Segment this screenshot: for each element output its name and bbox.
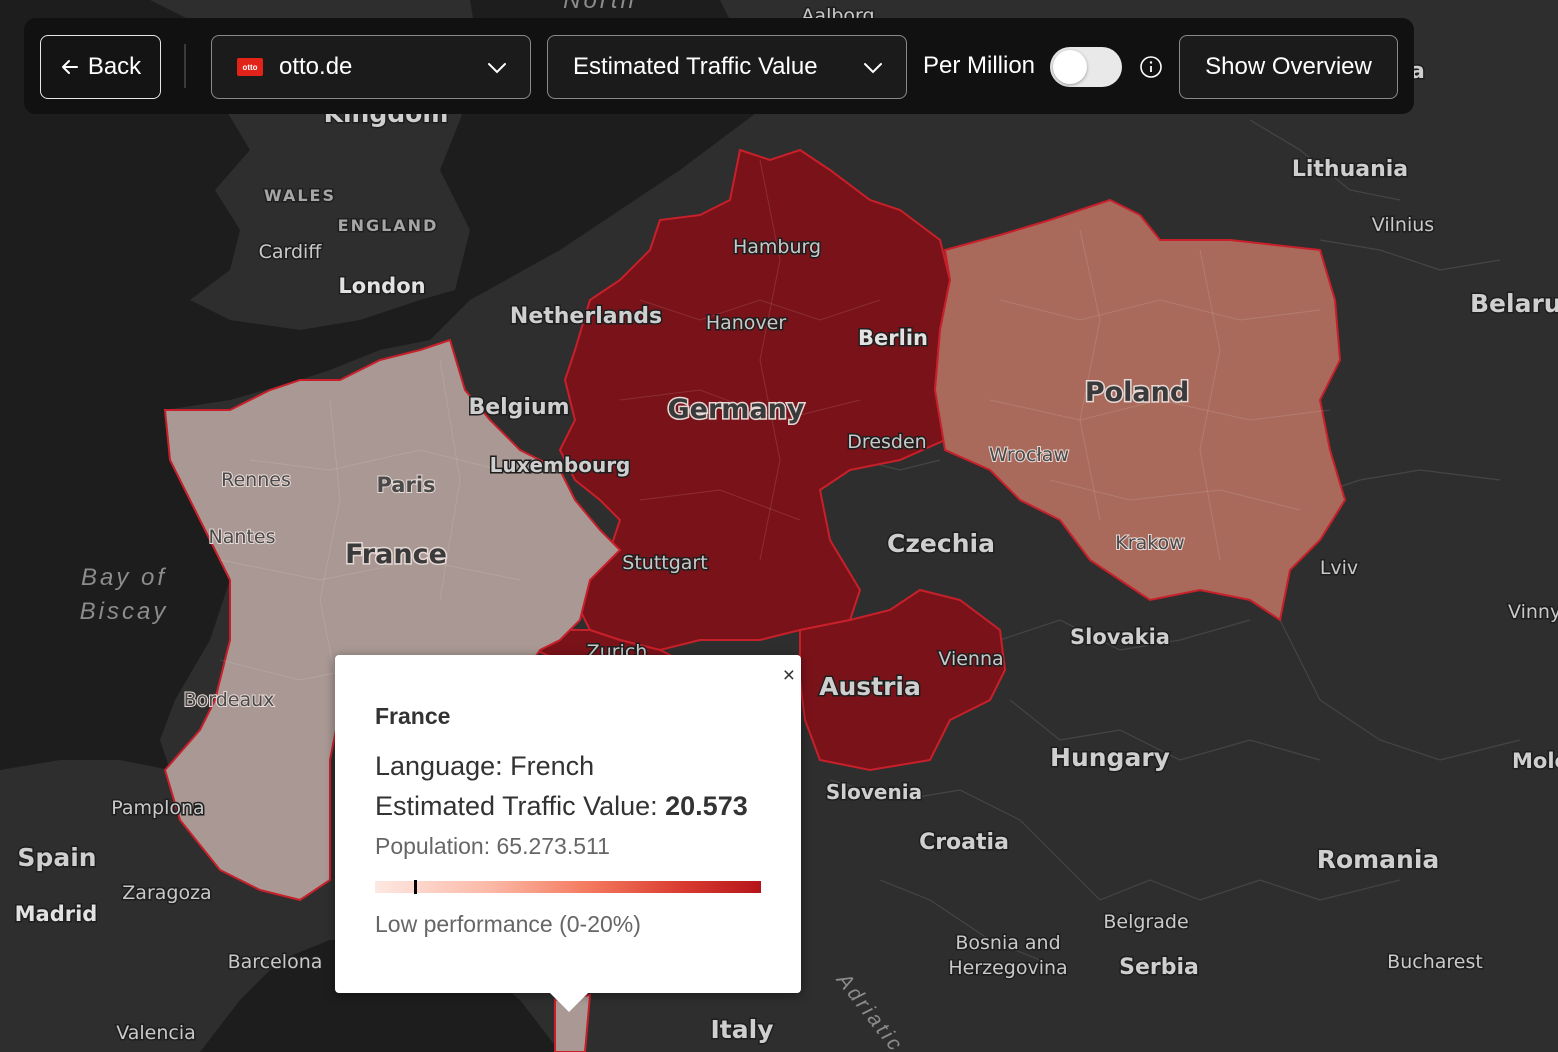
label-romania: Romania (1317, 845, 1440, 874)
country-popup: × France Language: French Estimated Traf… (335, 655, 801, 1012)
metric-name: Estimated Traffic Value (573, 53, 818, 80)
back-label: Back (87, 53, 142, 80)
performance-marker (413, 880, 417, 894)
label-madrid: Madrid (15, 902, 98, 926)
label-bosnia-1: Bosnia and (955, 932, 1060, 954)
label-czechia: Czechia (887, 529, 995, 558)
label-cardiff: Cardiff (259, 241, 323, 263)
show-overview-button[interactable]: Show Overview (1179, 35, 1398, 99)
label-bucharest: Bucharest (1387, 951, 1483, 973)
popup-traffic-value: Estimated Traffic Value: 20.573 (375, 791, 748, 822)
toolbar: Back otto otto.de Estimated Traffic Valu… (24, 18, 1414, 114)
label-belgium: Belgium (468, 395, 569, 420)
label-wroclaw: Wrocław (989, 444, 1069, 466)
label-belgrade: Belgrade (1103, 911, 1188, 933)
close-icon[interactable]: × (782, 664, 795, 687)
site-select[interactable]: otto otto.de (211, 35, 531, 99)
show-overview-label: Show Overview (1205, 53, 1372, 80)
per-million-label: Per Million (923, 52, 1036, 79)
popup-value-label: Estimated Traffic Value: (375, 791, 666, 821)
label-barcelona: Barcelona (228, 951, 323, 973)
label-bay-of: Bay of (81, 564, 167, 591)
label-london: London (338, 274, 425, 298)
label-england: ENGLAND (338, 216, 439, 235)
label-bosnia-2: Herzegovina (948, 957, 1067, 979)
label-bordeaux: Bordeaux (184, 689, 275, 711)
label-slovenia: Slovenia (826, 780, 922, 804)
popup-title: France (375, 703, 451, 729)
label-luxembourg: Luxembourg (490, 453, 631, 477)
label-spain: Spain (17, 843, 96, 872)
chevron-down-icon (488, 63, 506, 74)
label-serbia: Serbia (1119, 955, 1199, 980)
per-million-toggle[interactable] (1050, 47, 1122, 87)
label-krakow: Krakow (1115, 532, 1184, 554)
label-wales: WALES (264, 186, 336, 205)
label-moldova: Molc (1512, 749, 1558, 773)
label-paris: Paris (376, 473, 435, 497)
label-nantes: Nantes (209, 526, 276, 548)
popup-value-number: 20.573 (665, 791, 748, 821)
label-zaragoza: Zaragoza (122, 882, 211, 904)
label-stuttgart: Stuttgart (622, 552, 707, 574)
label-lviv: Lviv (1320, 557, 1358, 579)
label-pamplona: Pamplona (111, 797, 204, 819)
label-biscay: Biscay (80, 598, 169, 625)
label-belarus: Belaru (1470, 289, 1558, 318)
popup-population: Population: 65.273.511 (375, 833, 610, 859)
info-icon[interactable] (1139, 55, 1163, 79)
arrow-left-icon (61, 60, 78, 74)
label-hamburg: Hamburg (733, 236, 821, 258)
label-lithuania: Lithuania (1292, 157, 1408, 182)
region-austria[interactable] (799, 588, 1007, 772)
label-germany: Germany (668, 394, 805, 425)
label-vienna: Vienna (938, 648, 1003, 670)
map-labels: Germany France Poland Czechia Austria Sl… (13, 0, 1558, 1052)
popup-pointer (550, 993, 588, 1012)
label-dresden: Dresden (847, 431, 926, 453)
label-netherlands: Netherlands (510, 304, 662, 329)
performance-scale (375, 880, 761, 894)
otto-logo-icon: otto (237, 58, 263, 76)
site-name: otto.de (279, 53, 353, 80)
label-slovakia: Slovakia (1070, 625, 1170, 649)
label-north-sea: North (563, 0, 637, 14)
label-vilnius: Vilnius (1372, 214, 1434, 236)
toolbar-divider (184, 44, 186, 88)
region-poland[interactable] (933, 198, 1347, 622)
label-italy: Italy (711, 1015, 774, 1044)
label-france: France (345, 539, 447, 570)
label-croatia: Croatia (919, 830, 1009, 855)
label-berlin: Berlin (858, 326, 928, 350)
label-rennes: Rennes (221, 469, 291, 491)
label-hungary: Hungary (1050, 743, 1170, 772)
popup-performance: Low performance (0-20%) (375, 911, 641, 937)
chevron-down-icon (864, 63, 882, 74)
region-germany[interactable] (558, 148, 952, 652)
state-borders (219, 159, 1331, 701)
back-button[interactable]: Back (40, 35, 161, 99)
label-valencia: Valencia (116, 1022, 196, 1044)
toggle-knob (1053, 50, 1087, 84)
label-hanover: Hanover (706, 312, 787, 334)
label-vinnytsia-fragment: Vinny (1508, 601, 1558, 623)
label-poland: Poland (1085, 377, 1189, 408)
metric-select[interactable]: Estimated Traffic Value (547, 35, 907, 99)
label-austria: Austria (819, 672, 921, 701)
popup-language: Language: French (375, 751, 595, 781)
